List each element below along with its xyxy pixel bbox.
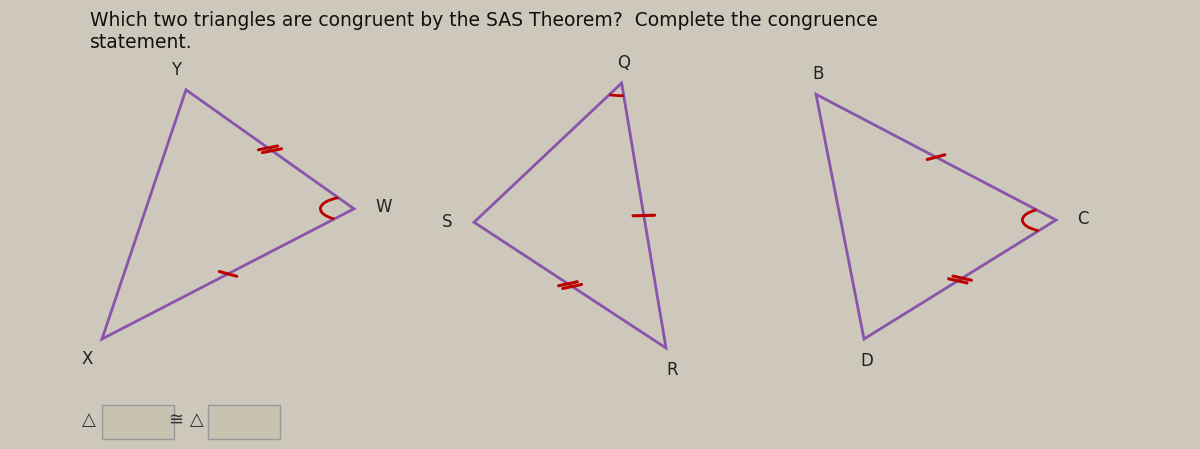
Text: Y: Y — [172, 61, 181, 79]
Text: Which two triangles are congruent by the SAS Theorem?  Complete the congruence
s: Which two triangles are congruent by the… — [90, 11, 878, 52]
Text: B: B — [812, 65, 824, 83]
Text: Q: Q — [618, 54, 630, 72]
Text: W: W — [376, 198, 392, 216]
FancyBboxPatch shape — [102, 405, 174, 439]
Text: C: C — [1078, 210, 1090, 228]
Text: ≅ △: ≅ △ — [169, 411, 203, 429]
FancyBboxPatch shape — [208, 405, 280, 439]
Text: D: D — [860, 352, 872, 370]
Text: S: S — [442, 213, 452, 231]
Text: X: X — [82, 350, 94, 368]
Text: R: R — [666, 361, 678, 379]
Text: △: △ — [82, 411, 96, 429]
